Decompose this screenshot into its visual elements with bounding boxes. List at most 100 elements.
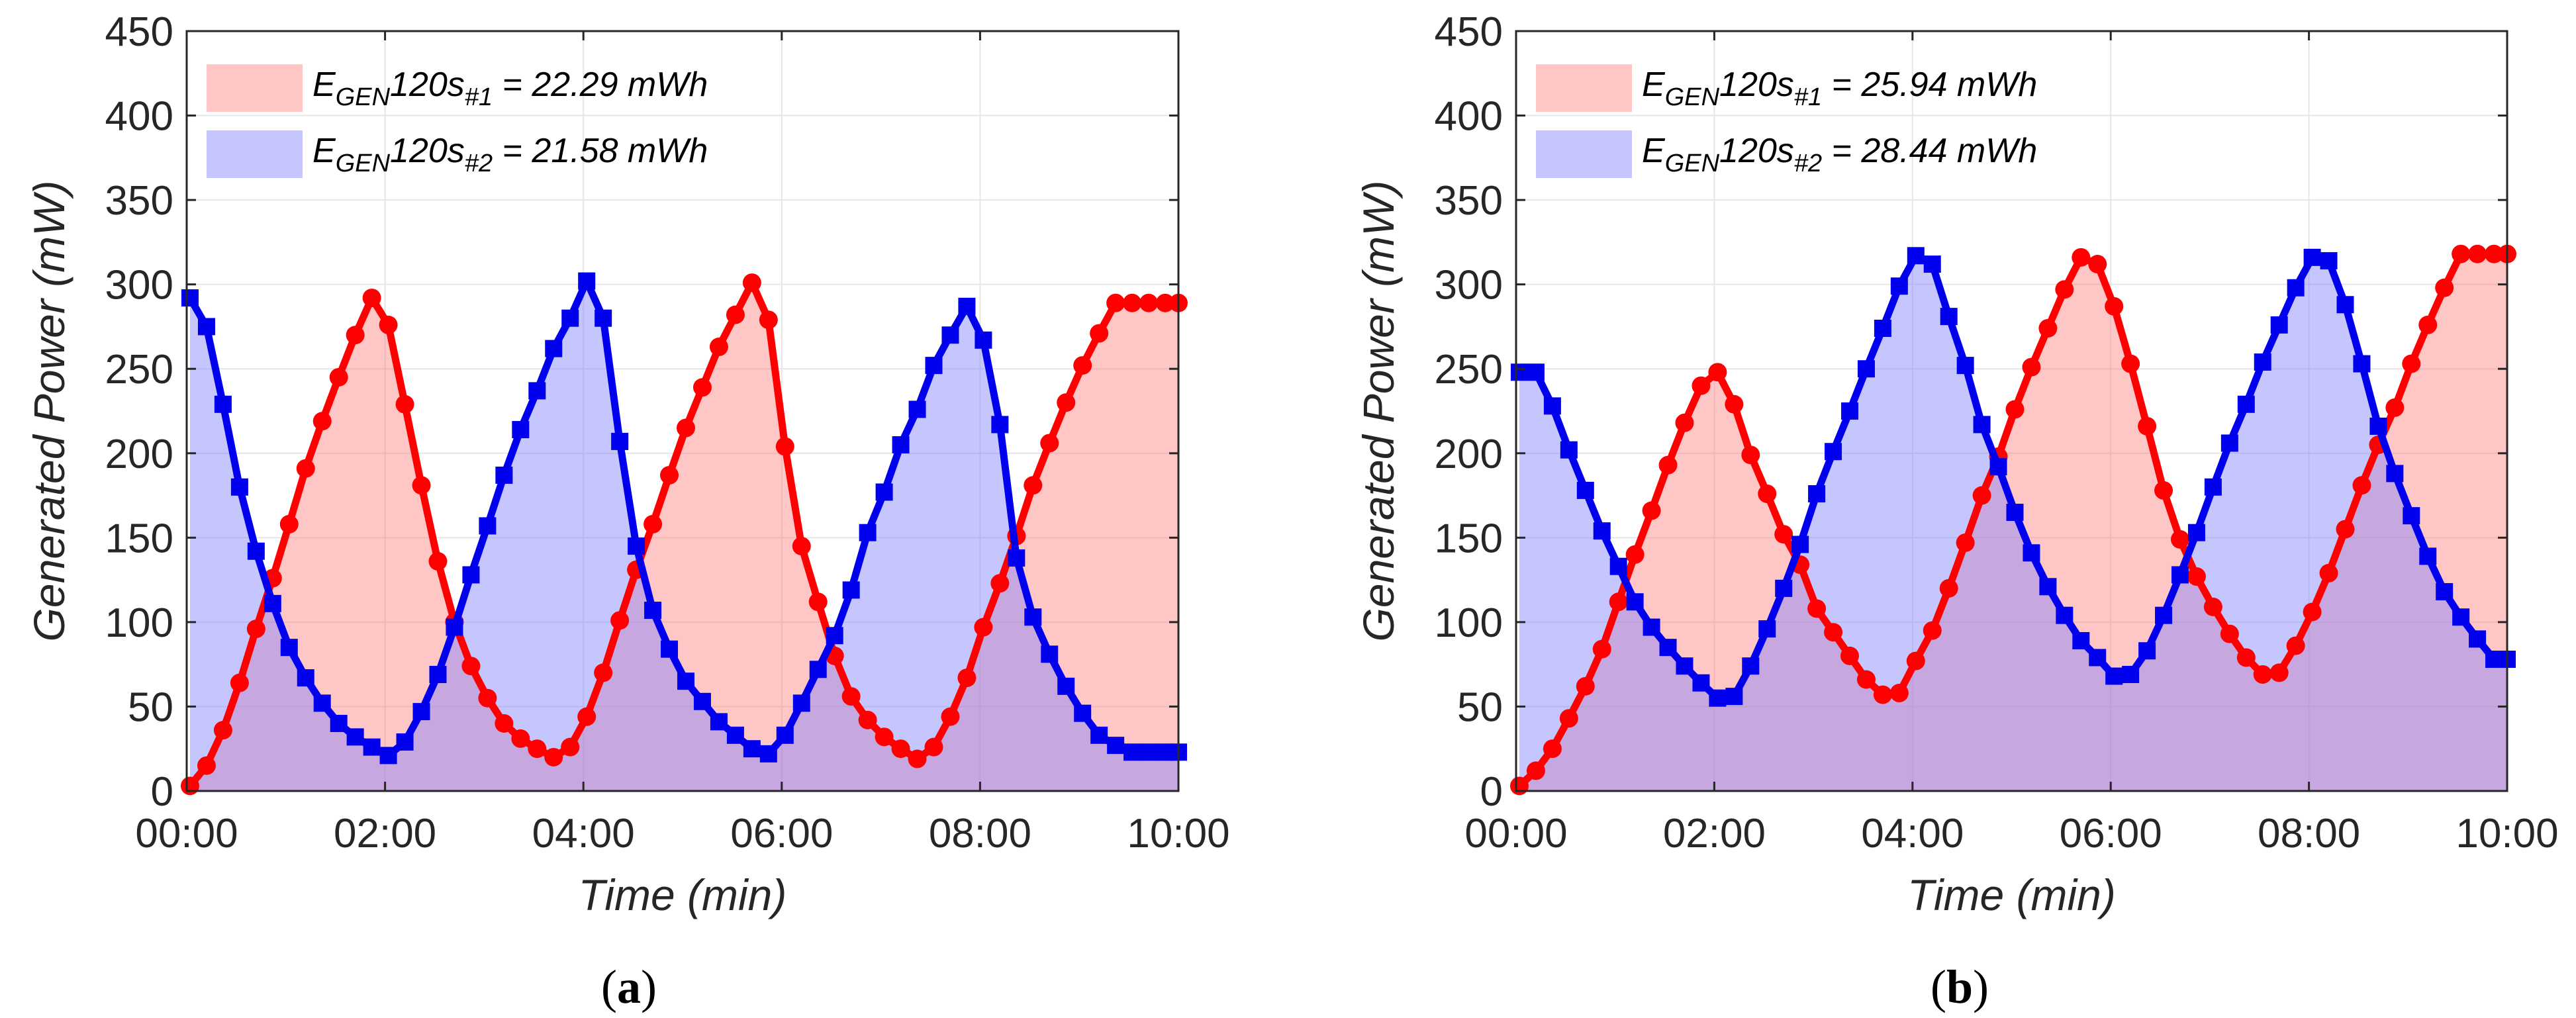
data-point xyxy=(1692,674,1710,692)
data-point xyxy=(2039,578,2057,596)
data-point xyxy=(1527,363,1545,381)
data-point xyxy=(1090,324,1109,343)
data-point xyxy=(395,394,414,414)
x-tick-label: 04:00 xyxy=(1861,811,1964,856)
data-point xyxy=(197,318,215,336)
y-axis-title: Generated Power (mW) xyxy=(24,181,73,642)
data-point xyxy=(545,340,563,357)
data-point xyxy=(279,514,299,533)
data-point xyxy=(246,620,265,639)
data-point xyxy=(957,669,977,688)
data-point xyxy=(1593,522,1611,540)
data-point xyxy=(1106,293,1125,312)
data-point xyxy=(528,739,547,759)
data-point xyxy=(1989,458,2007,476)
data-point xyxy=(2435,278,2454,297)
data-point xyxy=(462,566,480,584)
data-point xyxy=(1923,621,1942,640)
legend-swatch-1 xyxy=(207,64,303,112)
data-point xyxy=(1725,394,1744,414)
y-tick-label: 100 xyxy=(1435,600,1503,646)
data-point xyxy=(792,537,811,556)
data-point xyxy=(676,418,695,438)
y-tick-label: 200 xyxy=(1435,432,1503,477)
data-point xyxy=(362,289,381,308)
data-point xyxy=(1073,356,1092,375)
data-point xyxy=(2369,417,2387,435)
data-point xyxy=(2269,663,2289,682)
data-point xyxy=(180,776,199,796)
y-tick-label: 50 xyxy=(1457,684,1503,730)
data-point xyxy=(1658,455,1678,475)
data-point xyxy=(1090,726,1108,744)
data-point xyxy=(230,478,248,496)
data-point xyxy=(263,594,281,612)
data-point xyxy=(1758,485,1777,504)
data-point xyxy=(2203,597,2222,616)
data-point xyxy=(181,289,199,307)
data-point xyxy=(1775,579,1793,597)
y-tick-label: 300 xyxy=(105,263,173,308)
data-point xyxy=(2336,296,2354,314)
legend-label-1: EGEN120s#1 = 22.29 mWh xyxy=(312,66,708,111)
data-point xyxy=(577,707,596,726)
data-point xyxy=(2468,244,2487,263)
data-point xyxy=(2254,353,2271,371)
data-point xyxy=(495,466,513,484)
data-point xyxy=(1057,677,1075,695)
legend-label-1: EGEN120s#1 = 25.94 mWh xyxy=(1642,66,2037,111)
data-point xyxy=(297,669,314,687)
area-fill-series-1 xyxy=(189,283,1178,791)
y-tick-label: 450 xyxy=(105,9,173,55)
data-point xyxy=(875,727,894,747)
x-tick-label: 04:00 xyxy=(532,811,635,856)
data-point xyxy=(1973,416,1991,434)
data-point xyxy=(511,729,530,748)
data-point xyxy=(363,738,381,756)
data-point xyxy=(214,395,232,413)
data-point xyxy=(2072,631,2090,649)
data-point xyxy=(2403,507,2420,525)
markers-series-1 xyxy=(1509,244,2516,796)
legend: EGEN120s#1 = 22.29 mWh EGEN120s#2 = 21.58… xyxy=(207,64,708,178)
data-point xyxy=(2105,667,2123,685)
data-point xyxy=(661,640,679,658)
data-point xyxy=(1024,476,1043,495)
data-point xyxy=(561,737,580,757)
data-point xyxy=(759,310,778,330)
data-point xyxy=(2220,434,2238,452)
data-point xyxy=(726,726,744,744)
x-tick-label: 10:00 xyxy=(2456,811,2558,856)
legend-swatch-2 xyxy=(207,130,303,178)
data-point xyxy=(2155,606,2173,624)
data-point xyxy=(875,483,893,501)
y-tick-label: 0 xyxy=(151,769,173,815)
data-point xyxy=(826,627,843,645)
data-point xyxy=(1692,376,1711,395)
data-point xyxy=(1156,293,1175,312)
x-tick-label: 08:00 xyxy=(929,811,1031,856)
data-point xyxy=(1907,247,1925,265)
y-tick-label: 300 xyxy=(1435,263,1503,308)
data-point xyxy=(1510,363,1528,381)
data-point xyxy=(2005,400,2025,419)
data-point xyxy=(2352,476,2371,495)
data-point xyxy=(1592,639,1611,659)
data-point xyxy=(892,436,910,454)
data-point xyxy=(776,726,794,744)
data-point xyxy=(2170,530,2189,549)
data-point xyxy=(1889,684,1909,703)
data-point xyxy=(2237,395,2255,413)
y-tick-label: 350 xyxy=(1435,178,1503,224)
data-point xyxy=(742,273,761,293)
data-point xyxy=(710,713,728,731)
y-tick-label: 150 xyxy=(105,516,173,561)
data-point xyxy=(1609,557,1627,575)
data-point xyxy=(1123,293,1142,312)
data-point xyxy=(1791,535,1809,553)
data-point xyxy=(1956,533,1975,552)
x-tick-label: 10:00 xyxy=(1127,811,1229,856)
data-point xyxy=(2187,567,2206,586)
x-axis-title: Time (min) xyxy=(579,870,787,919)
data-point xyxy=(1560,441,1578,459)
